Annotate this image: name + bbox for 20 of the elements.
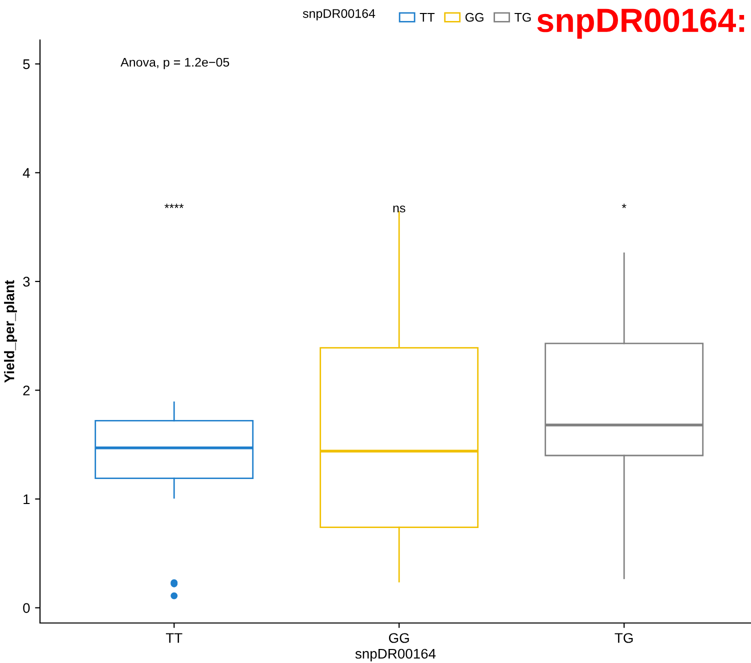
y-tick-label: 3 <box>23 276 30 287</box>
chart-title: snpDR00164: <box>537 8 744 39</box>
legend-label: TG <box>514 12 531 22</box>
annotation: Anova, p = 1.2e−05 <box>120 58 230 70</box>
y-axis-title: Yield_per_plant <box>4 280 17 383</box>
x-tick-label: TT <box>166 633 182 643</box>
y-tick-label: 0 <box>23 603 30 613</box>
legend-title: snpDR00164 <box>302 9 376 20</box>
y-tick-label: 2 <box>23 386 30 396</box>
y-tick-label: 1 <box>24 494 30 504</box>
annotation: ns <box>393 206 406 212</box>
x-axis-title: snpDR00164 <box>355 648 436 662</box>
y-tick-label: 4 <box>22 168 30 178</box>
y-tick-label: 5 <box>23 59 30 70</box>
legend-label: TT <box>420 13 435 22</box>
annotation: **** <box>164 204 184 208</box>
annotation: * <box>622 204 626 208</box>
x-tick-label: GG <box>388 633 409 643</box>
x-tick-label: TG <box>614 633 633 643</box>
legend-label: GG <box>465 12 484 22</box>
